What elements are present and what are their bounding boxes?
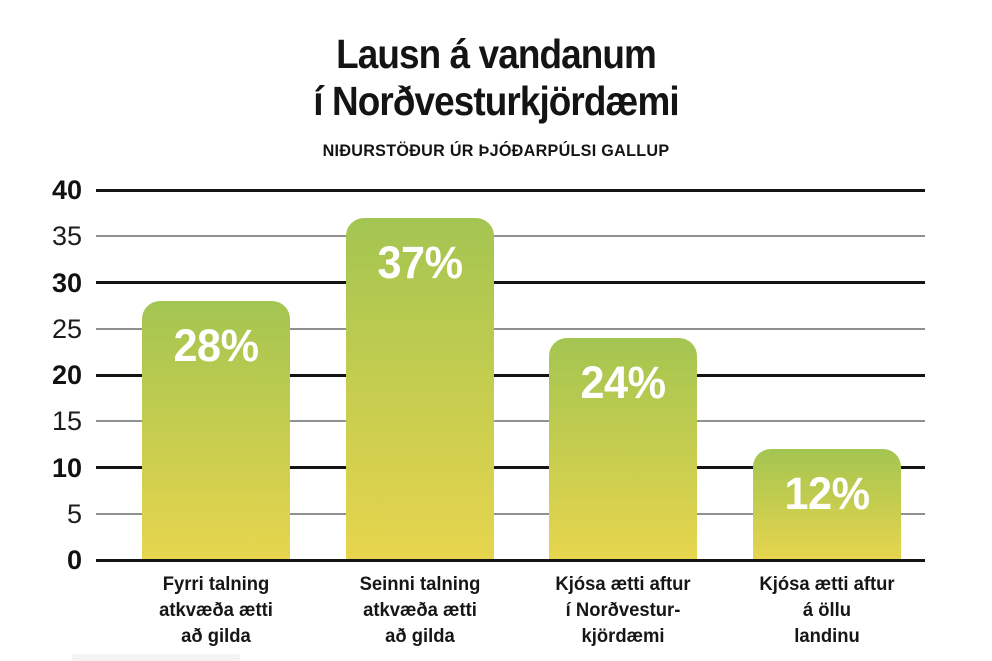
chart-title: Lausn á vandanum í Norðvesturkjördæmi: [50, 31, 943, 125]
cutoff-watermark-artifact: [72, 654, 240, 661]
bar-1: 28%: [142, 301, 290, 560]
x-category-label-line: Fyrri talning: [162, 574, 270, 595]
bar-value-label-3: 24%: [580, 357, 666, 408]
x-category-label-line: landinu: [794, 626, 860, 647]
x-category-label-line: atkvæða ætti: [363, 600, 477, 621]
y-gridline-20: [96, 373, 925, 377]
chart-title-line-1: Lausn á vandanum: [336, 31, 657, 77]
y-gridline-15: [96, 420, 925, 423]
bar-4: 12%: [753, 449, 901, 560]
x-category-label-2: Seinni talning atkvæða ætti að gilda: [313, 572, 526, 650]
y-tick-label-0: 0: [66, 545, 82, 575]
x-category-label-line: Kjósa ætti aftur: [759, 574, 895, 595]
y-tick-label-25: 25: [51, 313, 82, 344]
y-tick-label-40: 40: [51, 175, 82, 205]
bar-3: 24%: [549, 338, 697, 560]
y-gridline-10: [96, 466, 925, 469]
x-category-label-line: atkvæða ætti: [159, 600, 273, 621]
bar-value-label-2: 37%: [377, 236, 463, 288]
y-gridline-40: [96, 188, 925, 192]
y-tick-label-10: 10: [51, 452, 82, 483]
y-gridline-5: [96, 512, 925, 515]
y-tick-label-30: 30: [51, 267, 82, 298]
y-gridline-0: [96, 558, 925, 562]
y-gridline-35: [96, 235, 925, 238]
bar-2: 37%: [346, 217, 494, 560]
x-category-label-line: í Norðvestur-: [565, 600, 681, 621]
chart-subtitle: NIÐURSTÖÐUR ÚR ÞJÓÐARPÚLSI GALLUP: [322, 141, 670, 160]
x-category-label-line: kjördæmi: [581, 626, 665, 647]
y-tick-label-5: 5: [66, 498, 82, 529]
x-category-label-4: Kjósa ætti aftur á öllu landinu: [720, 572, 933, 650]
chart-title-line-2: í Norðvesturkjördæmi: [313, 78, 679, 124]
plot-area: 28% 37% 24% 12%: [96, 188, 925, 562]
y-tick-label-20: 20: [51, 360, 82, 390]
bar-value-label-1: 28%: [173, 320, 259, 371]
x-category-label-line: Seinni talning: [359, 574, 481, 595]
x-category-label-line: Kjósa ætti aftur: [555, 574, 691, 595]
x-category-label-line: að gilda: [181, 626, 251, 647]
x-category-label-line: að gilda: [385, 626, 455, 647]
x-category-label-line: á öllu: [802, 600, 852, 621]
bar-value-label-4: 12%: [784, 468, 870, 519]
x-category-label-3: Kjósa ætti aftur í Norðvestur-kjördæmi: [516, 572, 729, 650]
y-tick-label-35: 35: [51, 221, 82, 252]
x-category-label-1: Fyrri talning atkvæða ætti að gilda: [109, 572, 322, 650]
y-gridline-25: [96, 327, 925, 330]
y-tick-label-15: 15: [51, 406, 82, 437]
y-gridline-30: [96, 281, 925, 284]
